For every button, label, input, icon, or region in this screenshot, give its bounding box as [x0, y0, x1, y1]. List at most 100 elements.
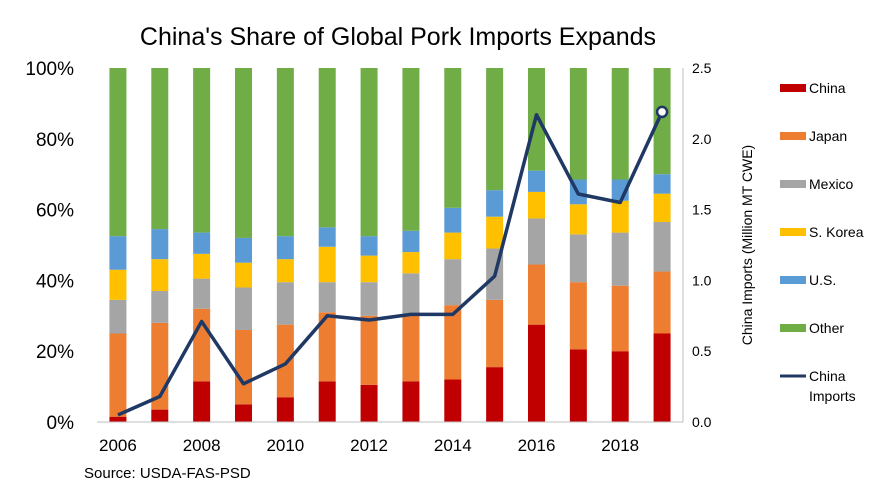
legend: China Japan Mexico S. Korea U.S. Other China Im…	[780, 80, 864, 404]
source-note: Source: USDA-FAS-PSD	[84, 465, 251, 482]
right-axis-ticks: 0.0 0.5 1.0 1.5 2.0 2.5	[692, 60, 712, 430]
legend-swatch-japan	[780, 132, 806, 140]
x-tick-label: 2010	[266, 436, 304, 455]
bar-segment-s-korea	[151, 259, 169, 292]
left-tick-label: 40%	[36, 271, 74, 292]
bar-segment-mexico	[193, 278, 211, 309]
bar-segment-china	[276, 397, 294, 422]
bar-segment-other	[193, 68, 211, 233]
bar-segment-china	[611, 351, 629, 422]
bar-segment-mexico	[318, 282, 336, 313]
right-tick-label: 2.5	[692, 60, 712, 76]
bar-segment-s-korea	[569, 204, 587, 235]
left-tick-label: 0%	[47, 413, 75, 434]
bar-segment-japan	[360, 315, 378, 385]
bar-segment-mexico	[444, 259, 462, 306]
right-tick-label: 1.5	[692, 202, 712, 218]
left-axis-ticks: 0% 20% 40% 60% 80% 100%	[25, 59, 74, 434]
china-imports-marker	[655, 105, 669, 119]
bar-segment-other	[444, 68, 462, 208]
bar-segment-u-s	[151, 229, 169, 260]
x-axis-ticks: 2006 2008 2010 2012 2014 2016 2018	[99, 436, 639, 455]
bar-segment-other	[569, 68, 587, 180]
bar-segment-s-korea	[193, 253, 211, 279]
bar-segment-japan	[444, 305, 462, 380]
bar-segment-s-korea	[486, 216, 504, 249]
bar-segment-other	[402, 68, 420, 231]
bar-segment-mexico	[528, 218, 545, 265]
bar-segment-u-s	[360, 236, 378, 256]
china-imports-line	[117, 111, 664, 417]
bar-segment-other	[360, 68, 378, 237]
bar-segment-japan	[528, 264, 545, 325]
bar-segment-other	[151, 68, 169, 230]
legend-label-china: China	[809, 80, 846, 96]
bar-segment-s-korea	[276, 259, 294, 283]
bar-segment-u-s	[528, 170, 545, 192]
bar-segment-s-korea	[444, 232, 462, 260]
right-tick-label: 2.0	[692, 131, 712, 147]
bar-segment-china	[402, 381, 420, 422]
bar-segment-u-s	[402, 230, 420, 253]
left-tick-label: 80%	[36, 130, 74, 151]
bar-segment-s-korea	[235, 262, 252, 288]
bar-segment-mexico	[151, 291, 169, 323]
legend-label-u-s: U.S.	[809, 272, 836, 288]
bar-segment-china	[109, 416, 127, 422]
legend-label-mexico: Mexico	[809, 176, 854, 192]
legend-swatch-mexico	[780, 180, 806, 188]
left-tick-label: 20%	[36, 342, 74, 363]
bar-segment-mexico	[611, 232, 629, 286]
bar-segment-japan	[569, 282, 587, 350]
bar-segment-u-s	[318, 227, 336, 247]
bar-segment-japan	[235, 329, 252, 405]
bar-segment-china	[653, 333, 671, 422]
bar-segment-japan	[402, 315, 420, 382]
legend-swatch-china	[780, 84, 806, 92]
x-tick-label: 2016	[518, 436, 556, 455]
x-tick-label: 2008	[183, 436, 221, 455]
bar-segment-u-s	[276, 236, 294, 260]
bar-segment-china	[151, 409, 169, 422]
legend-label-china-imports: China	[809, 368, 846, 384]
bar-segment-u-s	[444, 207, 462, 233]
legend-swatch-u-s	[780, 276, 806, 284]
legend-label-japan: Japan	[809, 128, 847, 144]
bar-segment-s-korea	[653, 193, 671, 222]
bar-segment-s-korea	[318, 246, 336, 283]
bar-segment-japan	[276, 324, 294, 398]
x-tick-label: 2012	[350, 436, 388, 455]
bar-segment-s-korea	[109, 269, 127, 300]
bar-segment-s-korea	[402, 252, 420, 274]
china-imports-line-layer	[117, 105, 669, 417]
bar-segment-mexico	[402, 273, 420, 316]
bar-segment-china	[318, 381, 336, 422]
bar-segment-china	[528, 324, 545, 422]
bar-segment-japan	[318, 312, 336, 382]
bar-segment-u-s	[486, 190, 504, 217]
left-tick-label: 60%	[36, 201, 74, 222]
bar-segment-china	[193, 381, 211, 422]
bar-segment-s-korea	[611, 200, 629, 233]
bar-segment-other	[109, 68, 127, 237]
legend-label-s-korea: S. Korea	[809, 224, 864, 240]
x-tick-label: 2018	[601, 436, 639, 455]
bar-segment-china	[486, 367, 504, 422]
bar-segment-japan	[611, 285, 629, 352]
bar-segment-u-s	[193, 232, 211, 254]
bar-segment-mexico	[360, 282, 378, 316]
bar-segment-china	[360, 384, 378, 422]
bar-segment-mexico	[653, 221, 671, 272]
bar-segment-mexico	[235, 287, 252, 330]
bar-segment-other	[318, 68, 336, 228]
left-tick-label: 100%	[25, 59, 74, 80]
right-tick-label: 0.0	[692, 414, 712, 430]
bar-segment-other	[486, 68, 504, 191]
bar-segment-mexico	[569, 234, 587, 283]
bar-segment-mexico	[109, 299, 127, 334]
x-tick-label: 2006	[99, 436, 137, 455]
legend-label-other: Other	[809, 320, 844, 336]
bar-segment-s-korea	[360, 255, 378, 283]
bar-segment-other	[235, 68, 252, 238]
